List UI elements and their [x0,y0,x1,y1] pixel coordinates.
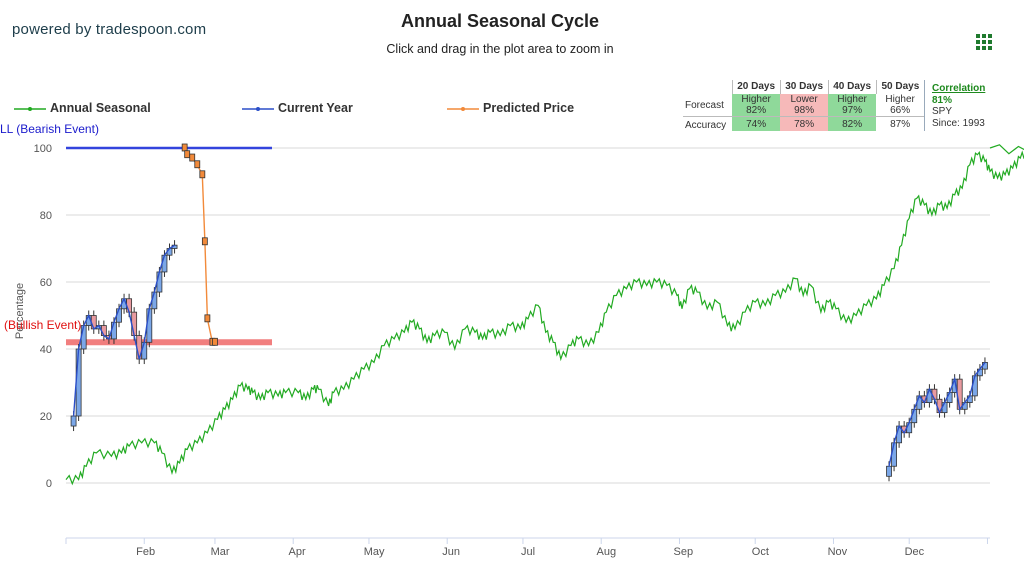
predicted-price-candle [212,337,218,346]
current-year-q1-candle [126,298,133,313]
x-tick-label: Jul [521,546,535,558]
x-tick-label: Feb [136,546,155,558]
x-tick-label: Nov [828,546,848,558]
legend-item-annual-seasonal[interactable]: Annual Seasonal [14,101,151,115]
y-tick-label: 80 [40,210,52,222]
accuracy-cell: 87% [876,116,926,131]
current-year-q1-candle [111,321,117,340]
predicted-price-candle [204,314,211,323]
correlation-box: Correlation 81% SPY Since: 1993 [932,83,985,129]
header-20-days: 20 Days [731,80,781,94]
predicted-price-candle [199,170,206,179]
forecast-percent: 98% [794,105,815,116]
forecast-cell: Higher 82% [732,94,781,117]
legend-label: Predicted Price [483,101,575,115]
correlation-value: 81% [932,94,953,106]
x-tick-label: Aug [597,546,617,558]
bullish-event-label: (Bullish Event) [4,318,82,332]
accuracy-cell: 82% [828,116,877,131]
y-axis-title: Percentage [14,282,26,340]
y-tick-label: 60 [40,277,52,289]
legend-item-predicted-price[interactable]: Predicted Price [447,101,574,115]
current-year-q1-candle [80,325,87,350]
x-tick-label: Jun [442,546,460,558]
chart-subtitle: Click and drag in the plot area to zoom … [386,42,614,56]
forecast-cell: Higher 66% [876,94,926,117]
current-year-q1-candle [75,348,82,417]
predicted-price-candle [201,237,208,246]
y-tick-label: 40 [40,344,52,356]
predicted-price-candle [184,150,191,159]
y-tick-label: 100 [34,143,52,155]
header-30-days: 30 Days [779,80,829,94]
accuracy-cell: 74% [732,116,781,131]
legend-label: Annual Seasonal [50,101,151,115]
current-year-q1-candle [70,415,77,427]
forecast-direction: Lower [790,94,818,105]
current-year-q4-candle [891,442,897,467]
correlation-ticker: SPY [932,106,953,117]
accuracy-row-label: Accuracy [685,120,727,131]
current-year-q4-line [888,361,986,467]
x-tick-label: Sep [674,546,694,558]
forecast-percent: 66% [890,105,911,116]
legend-item-current-year[interactable]: Current Year [242,101,353,115]
x-tick-label: Dec [905,546,925,558]
current-year-q1-candle [131,311,138,336]
correlation-since: Since: 1993 [932,117,985,129]
forecast-direction: Higher [885,94,915,105]
x-tick-label: May [364,546,385,558]
forecast-row-label: Forecast [685,99,724,111]
bearish-event-label: LL (Bearish Event) [0,122,99,136]
y-tick-label: 0 [46,478,52,490]
accuracy-cell: 78% [780,116,829,131]
chart-title: Annual Seasonal Cycle [400,11,600,31]
forecast-direction: Higher [837,94,867,105]
x-tick-label: Apr [289,546,306,558]
header-50-days: 50 Days [875,80,926,94]
x-tick-label: Mar [211,546,230,558]
x-tick-label: Oct [752,546,769,558]
current-year-q1-candle [146,308,153,343]
series-annual-seasonal [65,144,1024,486]
y-tick-label: 20 [40,411,52,423]
legend-label: Current Year [278,101,353,115]
current-year-q4-candle [886,465,892,477]
current-year-q1-line [72,244,175,417]
current-year-q1-candle [156,271,163,293]
brand-text: powered by tradespoon.com [12,21,207,38]
correlation-link[interactable]: Correlation [932,83,986,94]
forecast-direction: Higher [741,94,771,105]
header-40-days: 40 Days [827,80,877,94]
current-year-q4-candle [956,378,963,410]
forecast-cell: Lower 98% [780,94,829,117]
forecast-percent: 97% [842,105,863,116]
forecast-percent: 82% [746,105,767,116]
current-year-q1-candle [116,308,122,323]
predicted-price-candle [194,160,201,169]
predicted-price-candle [181,143,188,152]
chart-menu-icon[interactable] [976,34,992,50]
predicted-price-candle [189,153,196,162]
forecast-table: 20 Days 30 Days 40 Days 50 Days Forecast… [683,80,926,131]
forecast-cell: Higher 97% [828,94,877,117]
